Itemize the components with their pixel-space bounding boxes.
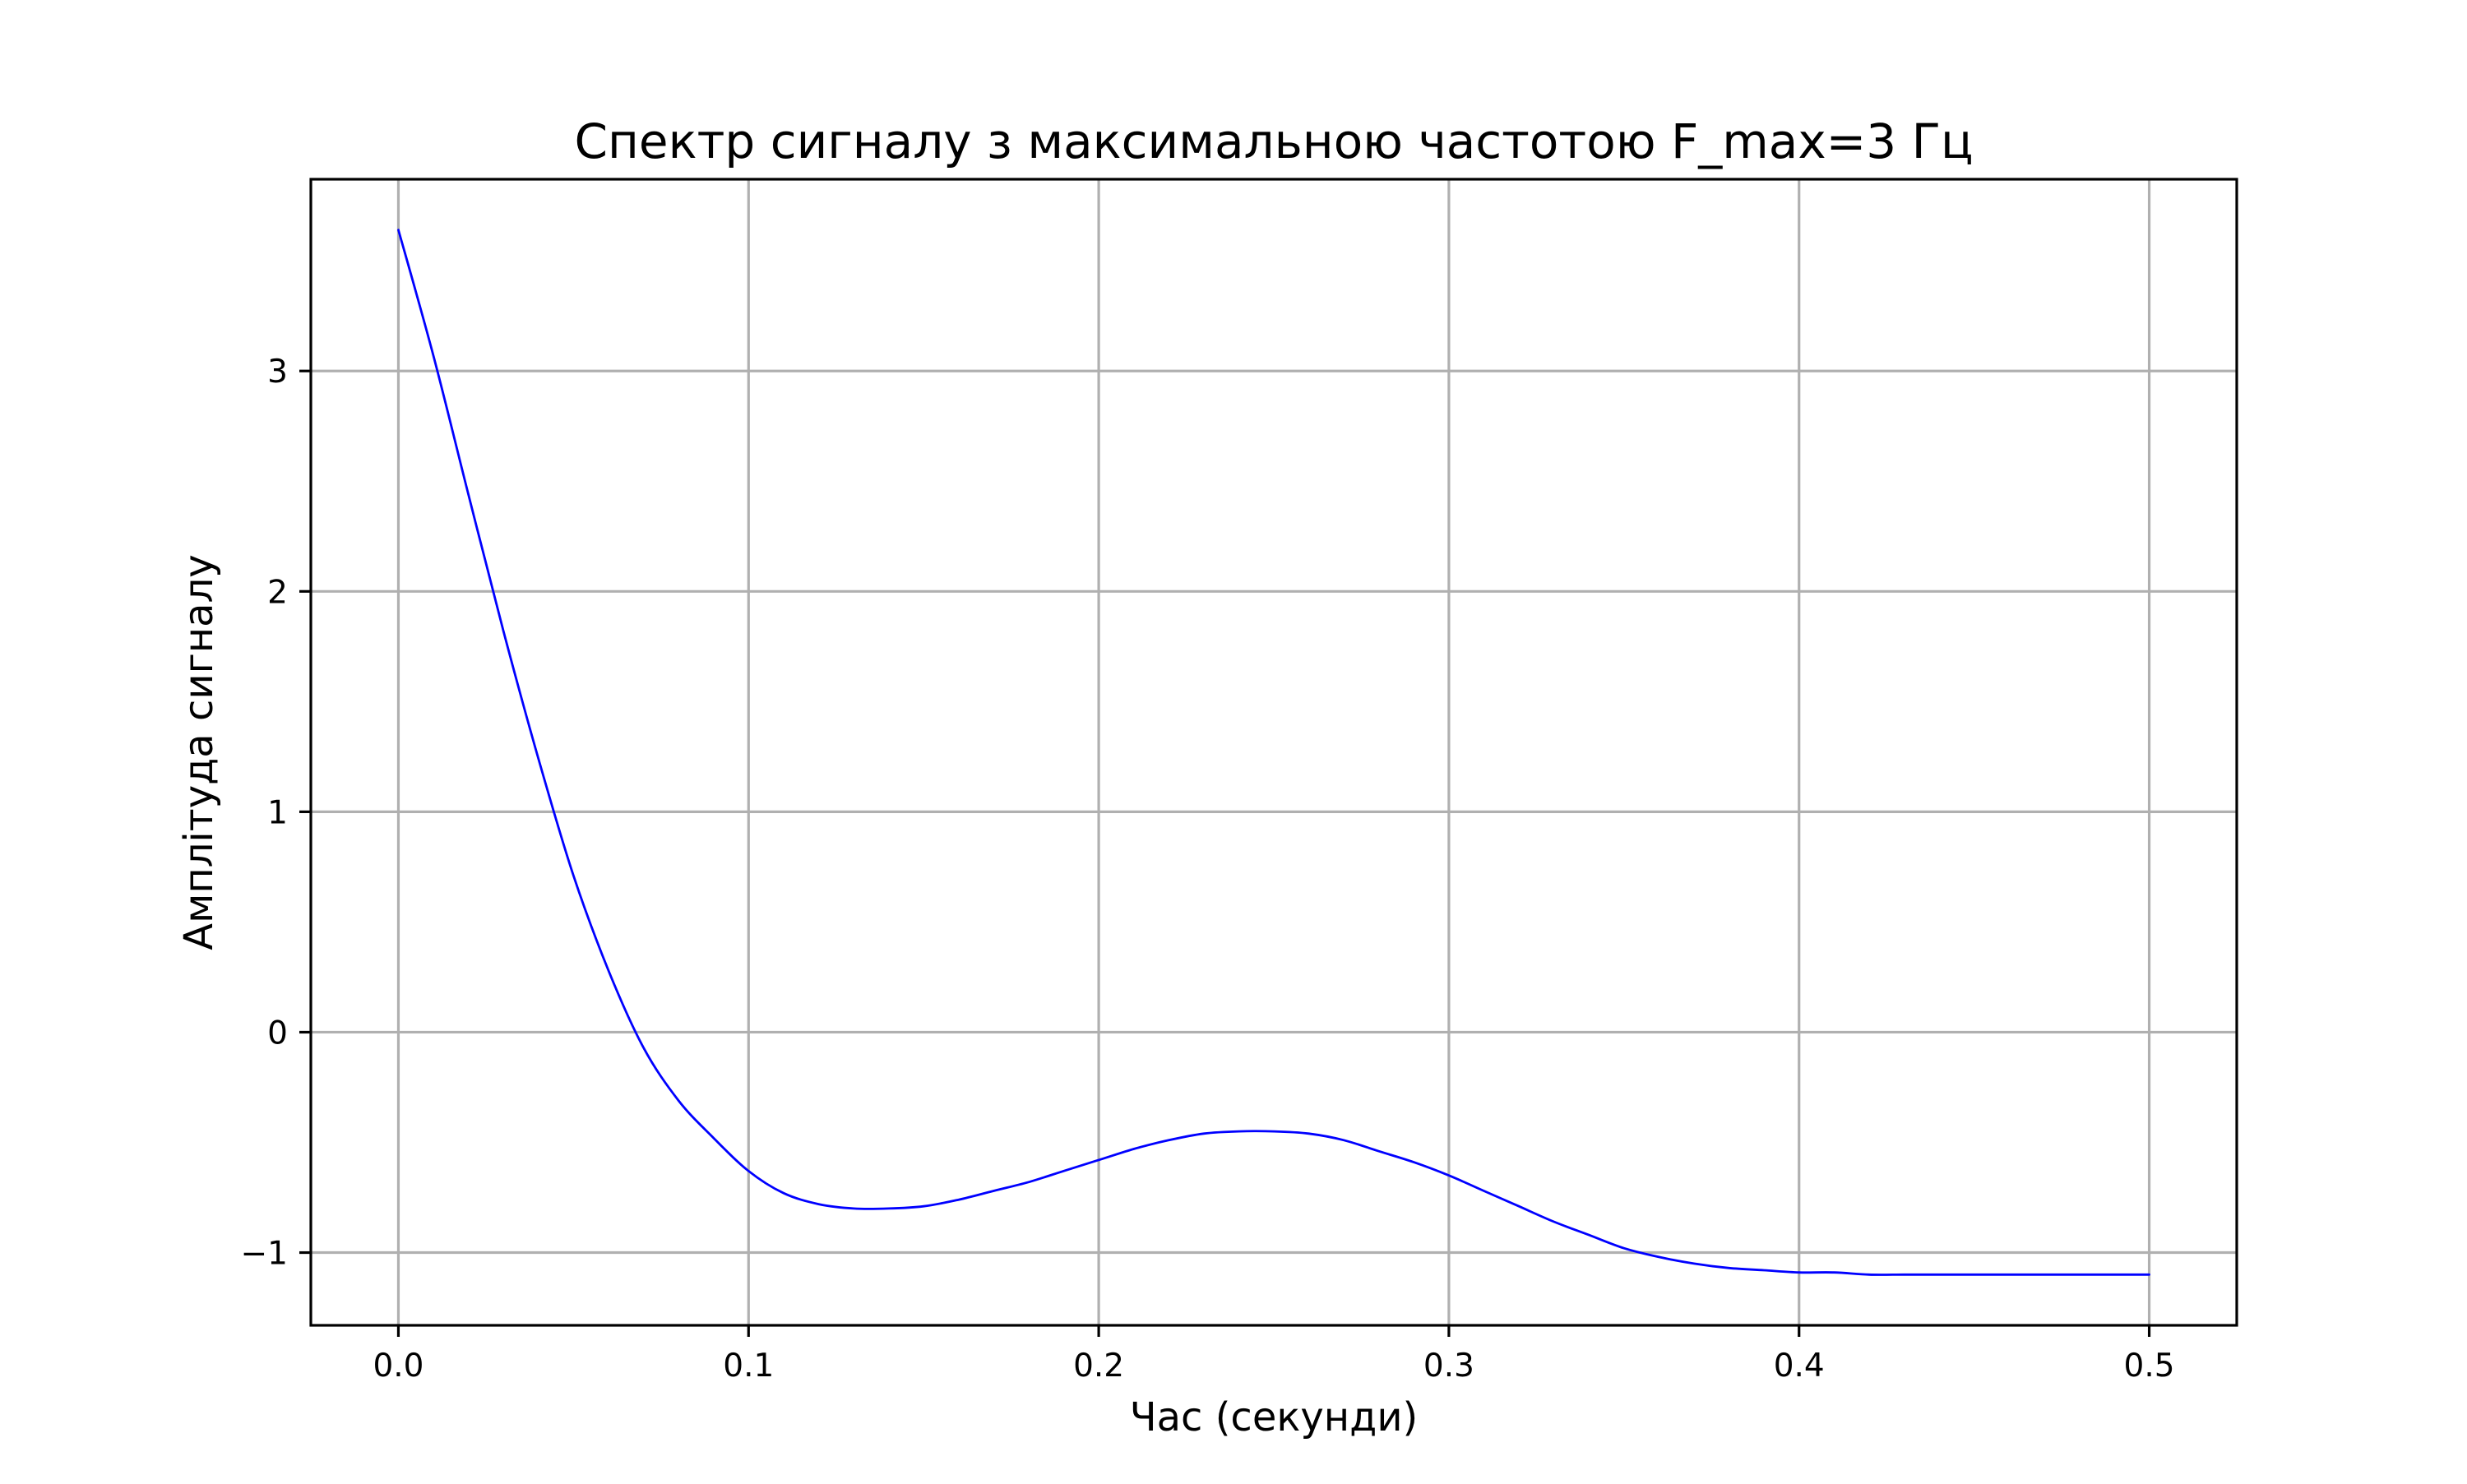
y-axis-label: Амплітуда сигналу [176, 554, 222, 950]
grid-layer [311, 179, 2237, 1325]
x-tick-label-5: 0.5 [2124, 1348, 2175, 1385]
x-tick-label-4: 0.4 [1774, 1348, 1825, 1385]
y-tick-label-4: 3 [267, 354, 288, 391]
y-tick-label-2: 1 [267, 794, 288, 831]
series-line-0 [397, 229, 2150, 1276]
x-axis-label: Час (секунди) [1130, 1394, 1419, 1440]
x-tick-label-1: 0.1 [723, 1348, 774, 1385]
x-tick-label-2: 0.2 [1073, 1348, 1124, 1385]
chart-title: Спектр сигналу з максимальною частотою F… [575, 113, 1974, 169]
y-tick-label-1: 0 [267, 1015, 288, 1052]
plot-frame [309, 178, 2238, 1327]
ticks-layer: 0.0 0.1 0.2 0.3 0.4 0.5 −1 0 1 2 3 [241, 354, 2175, 1385]
series-layer [397, 229, 2150, 1276]
y-tick-label-0: −1 [241, 1236, 289, 1273]
x-tick-label-3: 0.3 [1423, 1348, 1474, 1385]
x-tick-label-0: 0.0 [373, 1348, 424, 1385]
y-tick-label-3: 2 [267, 574, 288, 611]
